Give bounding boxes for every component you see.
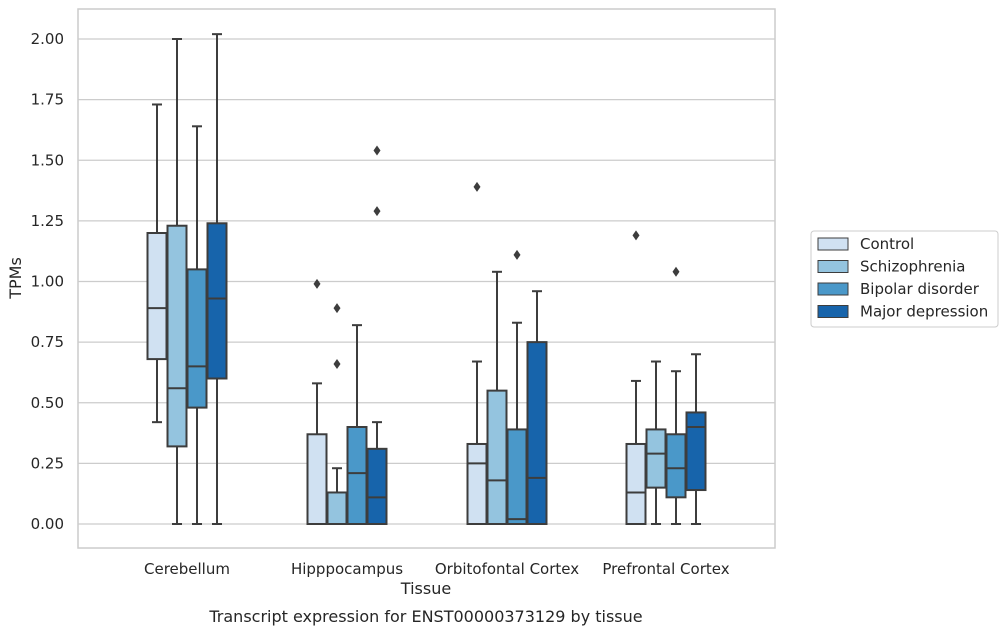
- box-bipolar-disorder: [665, 266, 687, 525]
- outlier-point: [333, 303, 341, 314]
- y-tick-label: 0.75: [31, 333, 64, 351]
- y-tick-labels: 0.00 0.25 0.50 0.75 1.00 1.25 1.50 1.75 2.00: [31, 30, 64, 533]
- box-schizophrenia: [326, 303, 348, 526]
- iqr-box: [506, 428, 528, 525]
- outlier-point: [373, 206, 381, 217]
- iqr-box: [526, 341, 548, 525]
- iqr-box: [166, 224, 188, 448]
- box-control: [466, 181, 488, 526]
- iqr-box: [146, 232, 168, 361]
- box-control: [625, 230, 647, 526]
- outlier-point: [632, 230, 640, 241]
- iqr-box: [665, 433, 687, 499]
- legend-swatch: [817, 237, 849, 251]
- outlier-point: [313, 278, 321, 289]
- iqr-box: [346, 426, 368, 525]
- iqr-box: [306, 433, 328, 525]
- box-control: [146, 103, 168, 424]
- outlier-point: [513, 249, 521, 260]
- chart-title: Transcript expression for ENST0000037312…: [208, 607, 642, 626]
- y-tick-label: 1.50: [31, 151, 64, 169]
- y-tick-label: 0.25: [31, 454, 64, 472]
- x-tick-label: Prefrontal Cortex: [602, 560, 729, 578]
- outlier-point: [373, 145, 381, 156]
- y-tick-label: 1.75: [31, 91, 64, 109]
- legend-frame: [810, 230, 999, 328]
- x-tick-label: Cerebellum: [144, 560, 230, 578]
- y-tick-label: 1.00: [31, 273, 64, 291]
- box-major-depression: [366, 145, 388, 526]
- y-tick-label: 2.00: [31, 30, 64, 48]
- legend-swatch: [817, 305, 849, 318]
- legend-label: Control: [860, 235, 914, 253]
- outlier-point: [473, 181, 481, 192]
- iqr-box: [645, 428, 667, 489]
- x-tick-label: Hipppocampus: [291, 560, 403, 578]
- legend-label: Schizophrenia: [860, 258, 965, 276]
- box-schizophrenia: [166, 38, 188, 525]
- x-tick-label: Orbitofontal Cortex: [435, 560, 579, 578]
- y-tick-label: 0.50: [31, 394, 64, 412]
- iqr-box: [186, 268, 208, 409]
- y-axis-label: TPMs: [6, 257, 25, 300]
- plot-frame: [77, 8, 776, 549]
- outlier-point: [672, 266, 680, 277]
- box-bipolar-disorder: [506, 249, 528, 525]
- iqr-box: [366, 447, 388, 526]
- iqr-box: [206, 222, 228, 380]
- iqr-box: [466, 442, 488, 526]
- y-tick-label: 1.25: [31, 212, 64, 230]
- legend: Control Schizophrenia Bipolar disorder Majo…: [810, 230, 999, 328]
- x-tick-labels: Cerebellum Hipppocampus Orbitofontal Corte…: [144, 560, 730, 578]
- legend-label: Major depression: [860, 303, 988, 321]
- y-tick-label: 0.00: [31, 515, 64, 533]
- iqr-box: [685, 411, 707, 492]
- iqr-box: [326, 491, 348, 526]
- box-bipolar-disorder: [346, 324, 368, 525]
- iqr-box: [486, 389, 508, 525]
- legend-swatch: [817, 282, 849, 296]
- box-major-depression: [685, 353, 707, 525]
- x-axis-label: Tissue: [400, 579, 451, 598]
- box-major-depression: [526, 290, 548, 525]
- box-groups: [146, 33, 707, 526]
- iqr-box: [625, 442, 647, 526]
- legend-swatch: [817, 260, 849, 273]
- box-control: [306, 278, 328, 525]
- box-schizophrenia: [645, 360, 667, 525]
- box-schizophrenia: [486, 270, 508, 525]
- box-major-depression: [206, 33, 228, 525]
- box-bipolar-disorder: [186, 125, 208, 525]
- legend-label: Bipolar disorder: [860, 280, 980, 298]
- outlier-point: [333, 358, 341, 369]
